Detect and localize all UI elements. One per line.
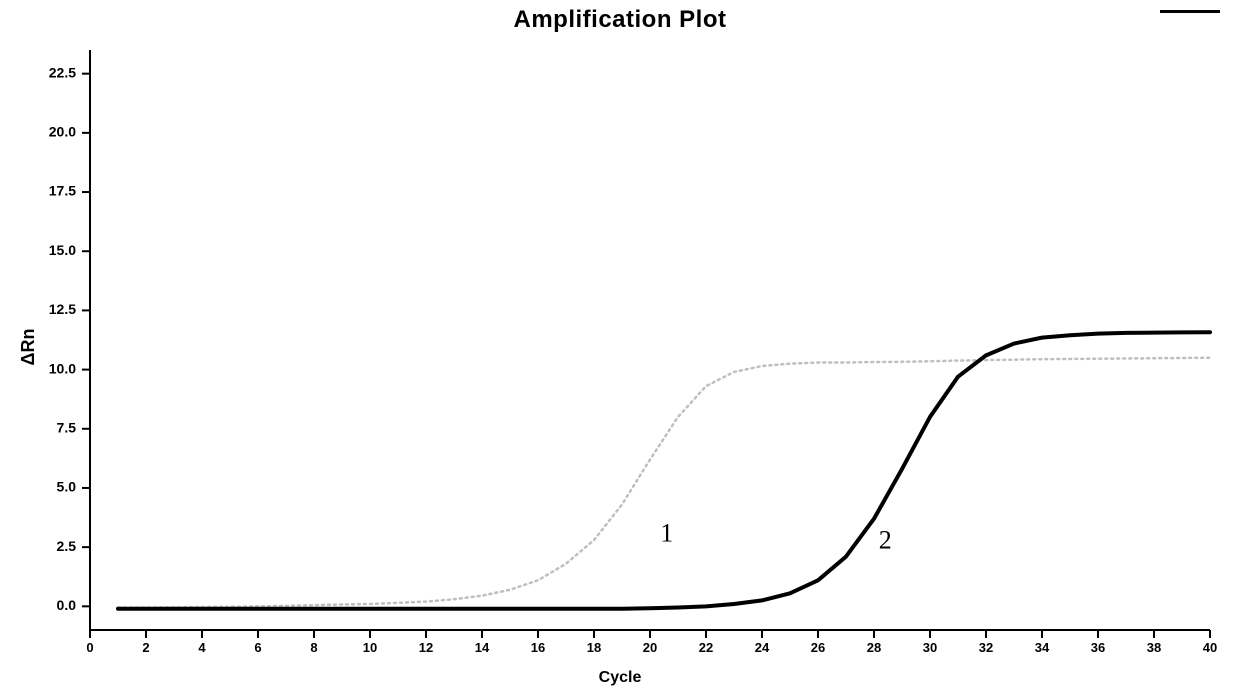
x-tick-label: 8: [310, 640, 317, 655]
x-tick-label: 32: [979, 640, 993, 655]
x-tick-label: 4: [198, 640, 206, 655]
x-tick-label: 26: [811, 640, 825, 655]
series-annotation: 1: [660, 518, 673, 547]
x-tick-label: 24: [755, 640, 770, 655]
x-tick-label: 38: [1147, 640, 1161, 655]
x-tick-label: 30: [923, 640, 937, 655]
y-axis-label: ΔRn: [18, 328, 39, 365]
x-tick-label: 18: [587, 640, 601, 655]
plot-svg: 0.02.55.07.510.012.515.017.520.022.5 024…: [90, 50, 1210, 630]
x-tick-label: 22: [699, 640, 713, 655]
x-axis-label: Cycle: [0, 669, 1240, 687]
y-tick-label: 20.0: [49, 124, 76, 140]
x-tick-label: 10: [363, 640, 377, 655]
y-tick-label: 22.5: [49, 64, 76, 80]
x-tick-label: 28: [867, 640, 881, 655]
x-tick-label: 34: [1035, 640, 1050, 655]
x-tick-label: 0: [86, 640, 93, 655]
x-tick-label: 12: [419, 640, 433, 655]
axes: [90, 50, 1210, 630]
y-tick-label: 10.0: [49, 360, 76, 376]
series-group: [118, 332, 1210, 609]
y-tick-label: 5.0: [57, 479, 77, 495]
y-tick-label: 0.0: [57, 597, 77, 613]
x-tick-label: 2: [142, 640, 149, 655]
chart-stage: Amplification Plot ΔRn Cycle 0.0 2.5 5.0 7.…: [0, 0, 1240, 693]
annotations: 12: [660, 518, 891, 554]
y-tick-label: 7.5: [57, 419, 77, 435]
y-tick-label: 15.0: [49, 242, 76, 258]
series-1: [118, 358, 1210, 608]
x-tick-label: 6: [254, 640, 261, 655]
chart-title: Amplification Plot: [0, 6, 1240, 34]
y-tick-label: 17.5: [49, 183, 76, 199]
x-tick-label: 16: [531, 640, 545, 655]
y-ticks: 0.0 2.5 5.0 7.5 10.0 12.5 15.0 17.5 20.0 22.5: [49, 64, 90, 613]
x-tick-label: 20: [643, 640, 657, 655]
series-annotation: 2: [879, 525, 892, 554]
x-ticks: 0246810121416182022242628303234363840: [86, 630, 1217, 655]
legend-dash: [1160, 10, 1220, 13]
x-tick-label: 40: [1203, 640, 1217, 655]
x-tick-label: 14: [475, 640, 490, 655]
x-tick-label: 36: [1091, 640, 1105, 655]
y-tick-label: 12.5: [49, 301, 76, 317]
y-tick-label: 2.5: [57, 538, 77, 554]
series-2: [118, 332, 1210, 609]
